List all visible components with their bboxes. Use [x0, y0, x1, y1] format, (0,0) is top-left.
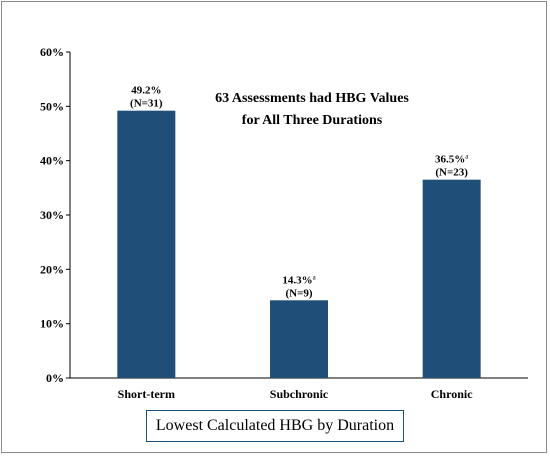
annotation-line-1: 63 Assessments had HBG Values: [215, 91, 409, 106]
y-tick-label: 10%: [40, 317, 64, 331]
y-tick-label: 40%: [40, 154, 64, 168]
chart-title: Lowest Calculated HBG by Duration: [146, 410, 404, 442]
data-label-n: (N=23): [435, 167, 468, 179]
x-tick-label: Chronic: [431, 387, 473, 401]
chart-labels: Short-term49.2%(N=31)Subchronic14.3%a(N=…: [118, 85, 474, 401]
x-tick-label: Subchronic: [270, 387, 329, 401]
data-label-n: (N=9): [285, 287, 312, 299]
chart-bars: [117, 110, 481, 379]
y-tick-label: 20%: [40, 262, 64, 276]
y-tick-label: 60%: [40, 45, 64, 59]
data-label-value: 49.2%: [131, 85, 161, 97]
x-tick-label: Short-term: [118, 387, 175, 401]
data-label-n: (N=31): [130, 98, 163, 110]
y-tick-label: 30%: [40, 208, 64, 222]
bar-chronic: [422, 179, 481, 378]
data-label-value: 36.5%a: [435, 153, 469, 166]
y-tick-label: 0%: [46, 371, 64, 385]
data-label-value: 14.3%a: [282, 273, 316, 286]
annotation-line-2: for All Three Durations: [242, 113, 383, 128]
bar-subchronic: [270, 300, 328, 378]
y-tick-label: 50%: [40, 99, 64, 113]
bar-short-term: [117, 110, 176, 379]
